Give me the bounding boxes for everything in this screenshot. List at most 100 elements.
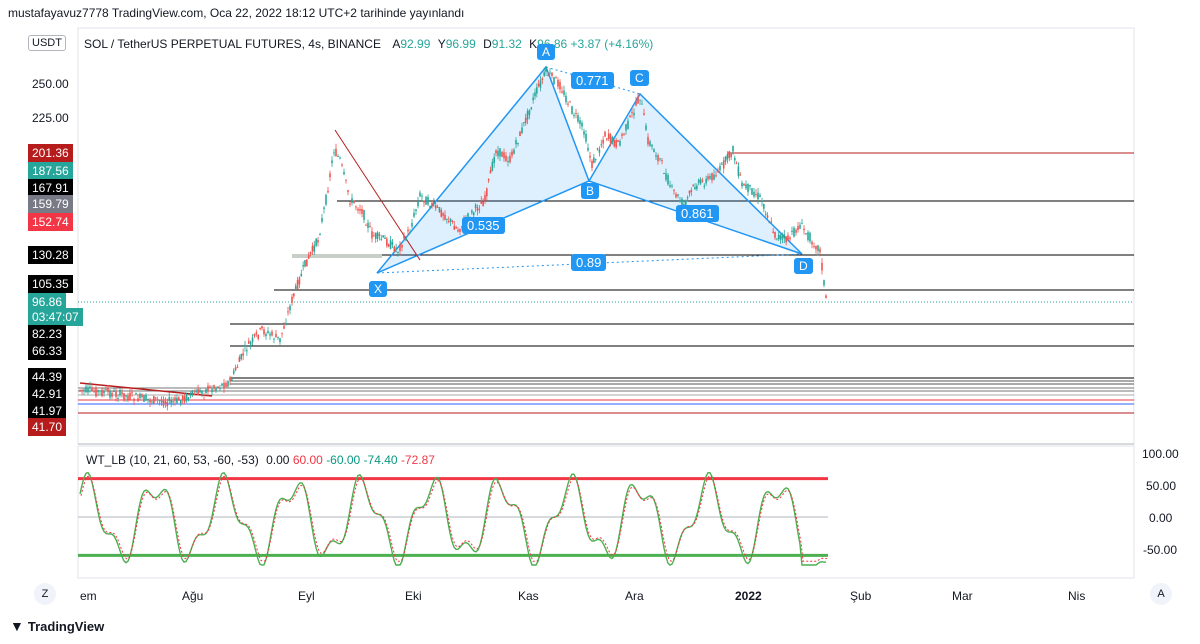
candle-body [600, 144, 603, 146]
candle-body [476, 207, 479, 211]
osc-tick-neg50: -50.00 [1143, 543, 1178, 557]
time-label-8: Mar [952, 589, 973, 603]
candle-body [357, 208, 359, 211]
candle-body [417, 201, 419, 207]
candle-body [285, 322, 287, 325]
candle-body [677, 194, 679, 196]
candle-body [247, 340, 250, 344]
candle-body [617, 140, 619, 142]
candle-body [783, 234, 786, 239]
candle-body [217, 386, 219, 388]
candle-body [111, 392, 113, 397]
candle-body [667, 175, 669, 185]
candle-body [825, 295, 827, 299]
time-label-1: Ağu [182, 589, 204, 603]
osc-tick-50: 50.00 [1146, 479, 1177, 493]
candle-body [815, 245, 817, 250]
candle-body [431, 202, 433, 207]
candle-body [433, 201, 435, 205]
candle-body [269, 333, 271, 336]
candle-body [583, 131, 585, 135]
candle-body [283, 325, 285, 329]
pattern-point-b: B [581, 183, 600, 199]
candle-body [369, 225, 371, 228]
candle-body [685, 200, 687, 205]
candle-body [376, 232, 379, 239]
candle-body [513, 149, 515, 154]
candle-body [509, 155, 511, 163]
candle-body [537, 83, 540, 87]
candle-body [434, 205, 437, 209]
candle-body [195, 390, 197, 393]
candle-body [386, 238, 388, 246]
candle-body [581, 122, 583, 127]
price-badge-159-79: 159.79 [28, 195, 73, 213]
candle-body [113, 391, 115, 393]
candle-body [585, 133, 587, 142]
candle-body [333, 152, 335, 154]
candle-body [719, 165, 721, 171]
candle-body [505, 155, 507, 161]
candle-body [176, 397, 178, 403]
candle-body [615, 140, 617, 148]
candle-body [275, 333, 277, 338]
candle-body [604, 131, 606, 137]
candle-body [227, 381, 229, 387]
auto-scale-button[interactable]: A [1150, 583, 1172, 605]
candle-body [125, 395, 127, 397]
price-badge-42-91: 42.91 [28, 385, 67, 403]
candle-body [215, 387, 217, 392]
candle-body [117, 398, 119, 400]
candle-body [287, 311, 289, 313]
candle-body [799, 224, 801, 229]
footer-brand: TradingView [27, 619, 105, 634]
candle-body [553, 77, 555, 85]
candle-body [300, 273, 303, 277]
candle-body [172, 401, 174, 403]
candle-body [298, 277, 301, 285]
candle-body [249, 342, 252, 345]
candle-body [791, 230, 793, 233]
candle-body [530, 107, 533, 110]
candle-body [567, 103, 569, 105]
candle-body [99, 390, 101, 392]
candle-body [201, 391, 203, 394]
candle-body [549, 72, 551, 74]
candle-body [694, 187, 696, 190]
candle-body [517, 143, 519, 145]
tradingview-footer: ▼ TradingView [10, 618, 104, 634]
candle-body [185, 394, 188, 401]
candle-body [170, 400, 172, 404]
candle-body [293, 293, 295, 297]
candle-body [686, 197, 689, 199]
zoom-button[interactable]: Z [34, 583, 56, 605]
candle-body [523, 122, 525, 124]
candle-body [323, 207, 325, 209]
candle-body [489, 170, 492, 174]
candle-body [242, 353, 244, 356]
symbol-title: SOL / TetherUS PERPETUAL FUTURES, 4s, BI… [84, 37, 381, 51]
candle-body [291, 296, 293, 303]
candle-body [503, 152, 505, 159]
candle-body [267, 330, 269, 333]
candle-body [472, 212, 475, 216]
candle-body [688, 190, 691, 194]
candle-body [807, 232, 809, 240]
candle-body [679, 200, 681, 202]
price-badge-105-35: 105.35 [28, 275, 73, 293]
candle-body [203, 394, 205, 396]
currency-button[interactable]: USDT [28, 35, 66, 51]
candle-body [813, 246, 815, 248]
candle-body [532, 97, 534, 101]
candle-body [131, 392, 133, 394]
candle-body [401, 245, 403, 248]
candle-body [526, 111, 529, 120]
symbol-legend: SOL / TetherUS PERPETUAL FUTURES, 4s, BI… [84, 37, 653, 51]
candle-body [244, 345, 246, 347]
candle-body [158, 399, 161, 402]
candle-body [541, 78, 544, 81]
candle-body [519, 131, 521, 136]
candle-body [593, 157, 595, 164]
candle-body [440, 209, 443, 217]
